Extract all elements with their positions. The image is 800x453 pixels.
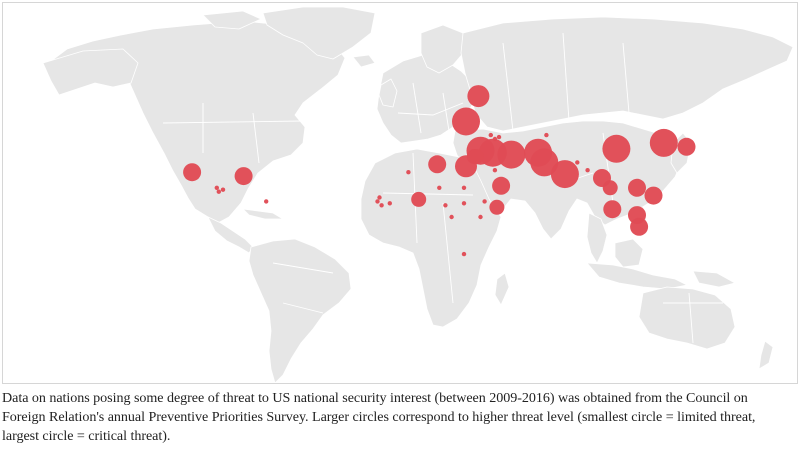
threat-marker-libya[interactable] [428, 155, 447, 174]
threat-marker-liberia[interactable] [379, 203, 384, 208]
country-border-line [162, 120, 304, 124]
threat-marker-bangladesh[interactable] [585, 168, 590, 173]
threat-marker-venezuela[interactable] [264, 199, 269, 204]
threat-marker-caucasus[interactable] [496, 134, 502, 140]
threat-marker-honduras[interactable] [220, 187, 226, 192]
australia-landmass [638, 286, 736, 350]
new-zealand-landmass [758, 340, 774, 370]
threat-marker-malaysia[interactable] [603, 200, 622, 219]
threat-marker-algeria[interactable] [406, 170, 411, 175]
britain-landmass [378, 78, 398, 108]
borneo-landmass [614, 238, 644, 268]
country-border-line [412, 82, 422, 134]
threat-marker-nepal[interactable] [575, 160, 580, 165]
country-border-line [688, 292, 694, 344]
threat-marker-pakistan[interactable] [530, 148, 559, 177]
threat-marker-guinea[interactable] [377, 195, 382, 200]
country-border-line [397, 102, 464, 116]
south-america-landmass [248, 238, 352, 383]
threat-marker-drc[interactable] [449, 214, 454, 220]
threat-marker-saudi-arabia[interactable] [492, 168, 498, 173]
threat-marker-philippines[interactable] [644, 186, 663, 205]
russia-landmass [460, 16, 794, 132]
scandinavia-landmass [420, 24, 466, 74]
arctic-islands-landmass [202, 10, 262, 30]
threat-marker-nigeria[interactable] [411, 191, 427, 207]
threat-marker-somalia[interactable] [489, 199, 505, 215]
threat-marker-korea[interactable] [649, 128, 678, 157]
threat-marker-yemen[interactable] [492, 176, 511, 195]
threat-marker-indonesia[interactable] [630, 217, 649, 236]
threat-marker-ukraine[interactable] [452, 107, 480, 136]
country-border-line [272, 262, 334, 274]
threat-marker-kenya[interactable] [478, 214, 483, 220]
threat-markers [183, 85, 696, 257]
threat-marker-egypt[interactable] [455, 155, 477, 178]
country-border-line [562, 32, 570, 122]
country-border-line [382, 192, 474, 196]
country-border-line [252, 112, 260, 164]
map-frame [2, 2, 798, 384]
country-border-line [282, 302, 324, 314]
threat-marker-south-sudan[interactable] [461, 201, 467, 206]
caribbean-islands-landmass [242, 208, 284, 220]
threat-marker-sudan[interactable] [461, 185, 467, 190]
country-border-line [502, 42, 514, 132]
threat-marker-cote-divoire[interactable] [387, 201, 392, 206]
country-border-line [442, 202, 454, 304]
new-guinea-landmass [692, 270, 736, 288]
threat-marker-cuba-caribbean[interactable] [234, 167, 253, 186]
threat-marker-sierra-leone[interactable] [375, 199, 380, 204]
threat-marker-mexico[interactable] [183, 163, 202, 182]
threat-marker-japan[interactable] [677, 137, 696, 156]
country-border-line [442, 92, 450, 132]
madagascar-landmass [494, 272, 510, 306]
threat-marker-northwest-russia[interactable] [467, 85, 490, 108]
threat-marker-zimbabwe[interactable] [461, 251, 467, 257]
threat-marker-georgia[interactable] [488, 132, 493, 138]
alaska-landmass [42, 48, 139, 96]
map-caption: Data on nations posing some degree of th… [2, 390, 756, 444]
country-border-line [622, 42, 630, 114]
iceland-landmass [352, 54, 376, 68]
threat-marker-chad[interactable] [437, 185, 442, 190]
indonesia-landmass [586, 262, 688, 290]
threat-marker-china[interactable] [602, 134, 631, 163]
southeast-asia-landmass [586, 212, 608, 264]
threat-marker-car[interactable] [443, 203, 448, 208]
threat-marker-el-salvador[interactable] [216, 189, 221, 194]
threat-marker-central-asia[interactable] [544, 132, 549, 138]
threat-marker-guatemala[interactable] [214, 185, 219, 190]
threat-marker-iran[interactable] [497, 140, 526, 169]
central-america-landmass [207, 216, 254, 254]
world-map [42, 6, 794, 383]
threat-marker-india[interactable] [550, 160, 579, 189]
greenland-landmass [262, 6, 376, 60]
threat-marker-thailand[interactable] [602, 180, 618, 196]
threat-marker-ethiopia[interactable] [482, 199, 487, 204]
threat-marker-south-china-sea[interactable] [628, 178, 646, 197]
